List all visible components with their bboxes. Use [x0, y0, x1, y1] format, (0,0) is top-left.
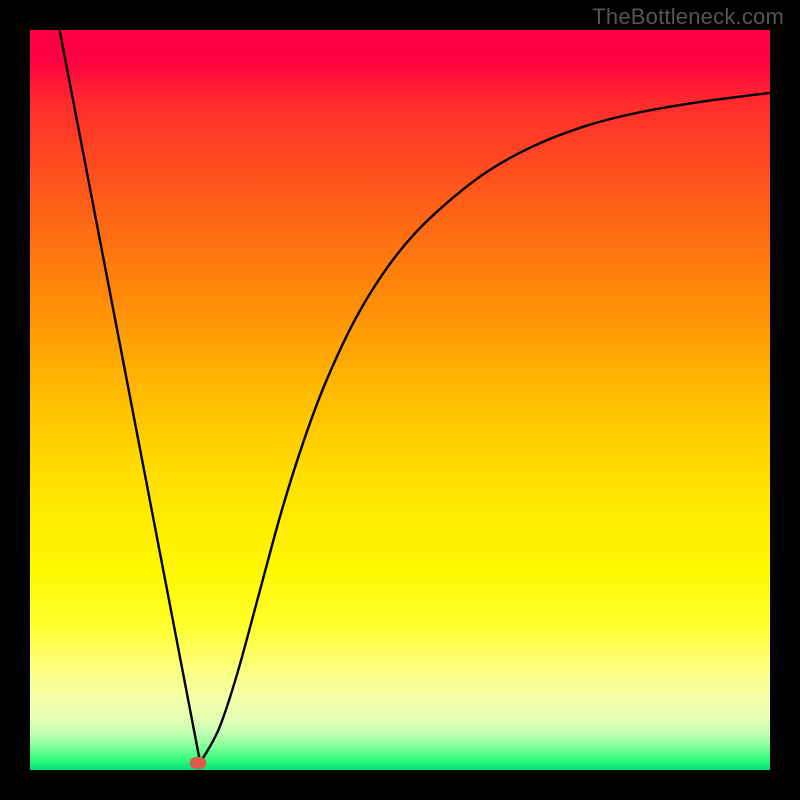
- curve-svg: [30, 30, 770, 770]
- min-marker: [190, 757, 206, 769]
- bottleneck-curve: [60, 30, 770, 763]
- plot-area: [30, 30, 770, 770]
- watermark-text: TheBottleneck.com: [592, 4, 784, 30]
- chart-root: TheBottleneck.com: [0, 0, 800, 800]
